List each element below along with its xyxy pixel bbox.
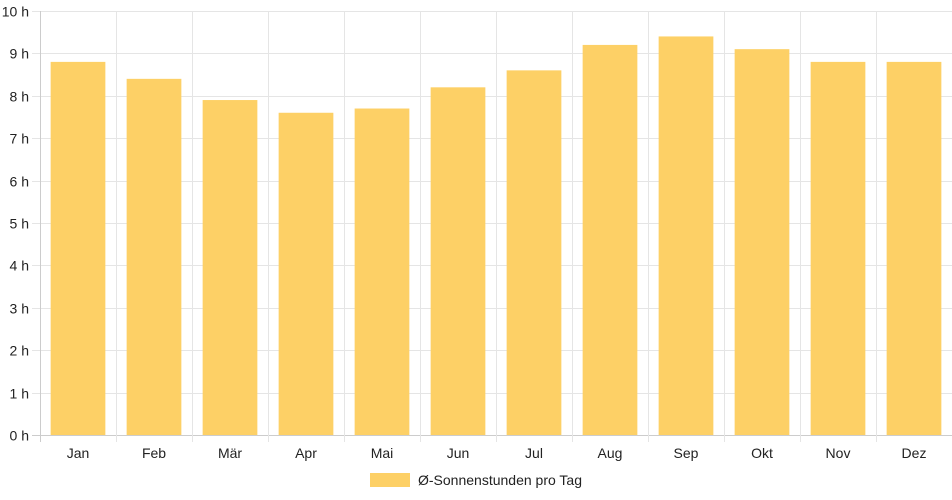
y-tick-label: 0 h [10, 428, 29, 444]
x-tick-label: Sep [674, 445, 699, 461]
x-tick-label: Nov [826, 445, 851, 461]
y-tick-label: 9 h [10, 46, 29, 62]
y-tick-label: 3 h [10, 301, 29, 317]
y-tick-label: 2 h [10, 343, 29, 359]
bar-nov[interactable] [810, 61, 866, 435]
x-tick-label: Jul [525, 445, 543, 461]
y-axis-ticks: 0 h 1 h 2 h 3 h 4 h 5 h 6 h 7 h 8 h 9 h 10 h [2, 4, 29, 444]
legend-label: Ø-Sonnenstunden pro Tag [418, 472, 582, 488]
x-tick-label: Mär [218, 445, 242, 461]
x-tick-label: Dez [902, 445, 927, 461]
x-tick-label: Okt [751, 445, 773, 461]
bar-mai[interactable] [354, 108, 410, 436]
y-tick-label: 4 h [10, 258, 29, 274]
bar-jun[interactable] [430, 87, 486, 435]
x-tick-label: Jan [67, 445, 90, 461]
bars [50, 36, 942, 436]
x-axis-ticks: Jan Feb Mär Apr Mai Jun Jul Aug Sep Okt Nov Dez [67, 445, 927, 461]
y-tick-label: 5 h [10, 216, 29, 232]
grid-lines [32, 11, 952, 442]
bar-feb[interactable] [126, 78, 182, 435]
x-tick-label: Mai [371, 445, 394, 461]
bar-jan[interactable] [50, 61, 106, 435]
bar-mär[interactable] [202, 100, 258, 435]
legend-swatch [370, 473, 410, 487]
bar-apr[interactable] [278, 112, 334, 435]
y-tick-label: 7 h [10, 131, 29, 147]
x-tick-label: Aug [598, 445, 623, 461]
y-tick-label: 6 h [10, 174, 29, 190]
x-tick-label: Feb [142, 445, 166, 461]
bar-jul[interactable] [506, 70, 562, 436]
x-tick-label: Jun [447, 445, 470, 461]
y-tick-label: 8 h [10, 89, 29, 105]
x-tick-label: Apr [295, 445, 317, 461]
bar-sep[interactable] [658, 36, 714, 435]
bar-dez[interactable] [886, 61, 942, 435]
legend[interactable]: Ø-Sonnenstunden pro Tag [0, 472, 952, 488]
bar-okt[interactable] [734, 49, 790, 435]
y-tick-label: 1 h [10, 386, 29, 402]
bar-chart: 0 h 1 h 2 h 3 h 4 h 5 h 6 h 7 h 8 h 9 h 10 h Jan Fe… [2, 4, 952, 461]
bar-aug[interactable] [582, 44, 638, 436]
y-tick-label: 10 h [2, 4, 29, 20]
